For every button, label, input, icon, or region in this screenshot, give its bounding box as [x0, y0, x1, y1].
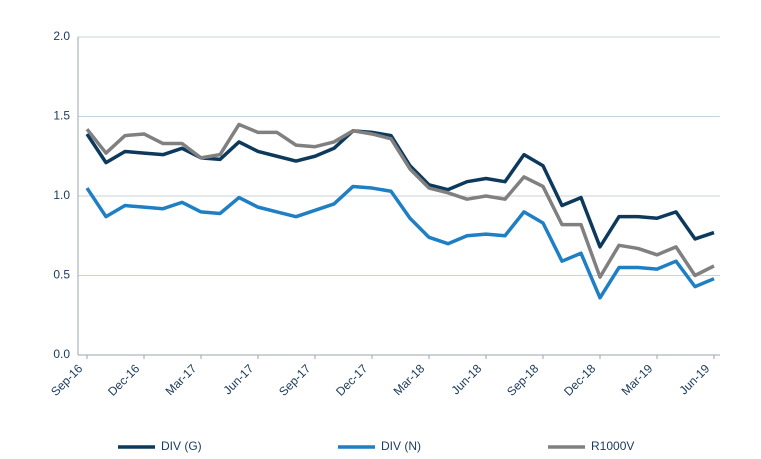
y-tick-label: 1.0	[53, 188, 70, 202]
y-tick-label: 2.0	[53, 29, 70, 43]
x-tick-label: Sep-16	[48, 361, 85, 398]
x-tick-label: Mar-17	[163, 361, 200, 398]
x-tick-label: Dec-18	[561, 361, 598, 398]
x-tick-label: Jun-19	[677, 361, 713, 397]
x-tick-label: Mar-18	[391, 361, 428, 398]
x-tick-label: Dec-17	[333, 361, 370, 398]
legend-label: DIV (G)	[161, 439, 202, 453]
y-tick-label: 1.5	[53, 109, 70, 123]
x-tick-label: Jun-18	[449, 361, 485, 397]
x-tick-label: Sep-18	[504, 361, 541, 398]
x-tick-label: Dec-16	[105, 361, 142, 398]
legend-label: DIV (N)	[381, 439, 421, 453]
x-tick-label: Jun-17	[221, 361, 257, 397]
series-line	[85, 184, 715, 300]
legend-label: R1000V	[591, 439, 634, 453]
y-tick-label: 0.0	[53, 347, 70, 361]
series-line	[85, 129, 715, 249]
y-tick-label: 0.5	[53, 268, 70, 282]
series-line	[85, 122, 715, 279]
x-tick-label: Mar-19	[619, 361, 656, 398]
x-tick-label: Sep-17	[276, 361, 313, 398]
